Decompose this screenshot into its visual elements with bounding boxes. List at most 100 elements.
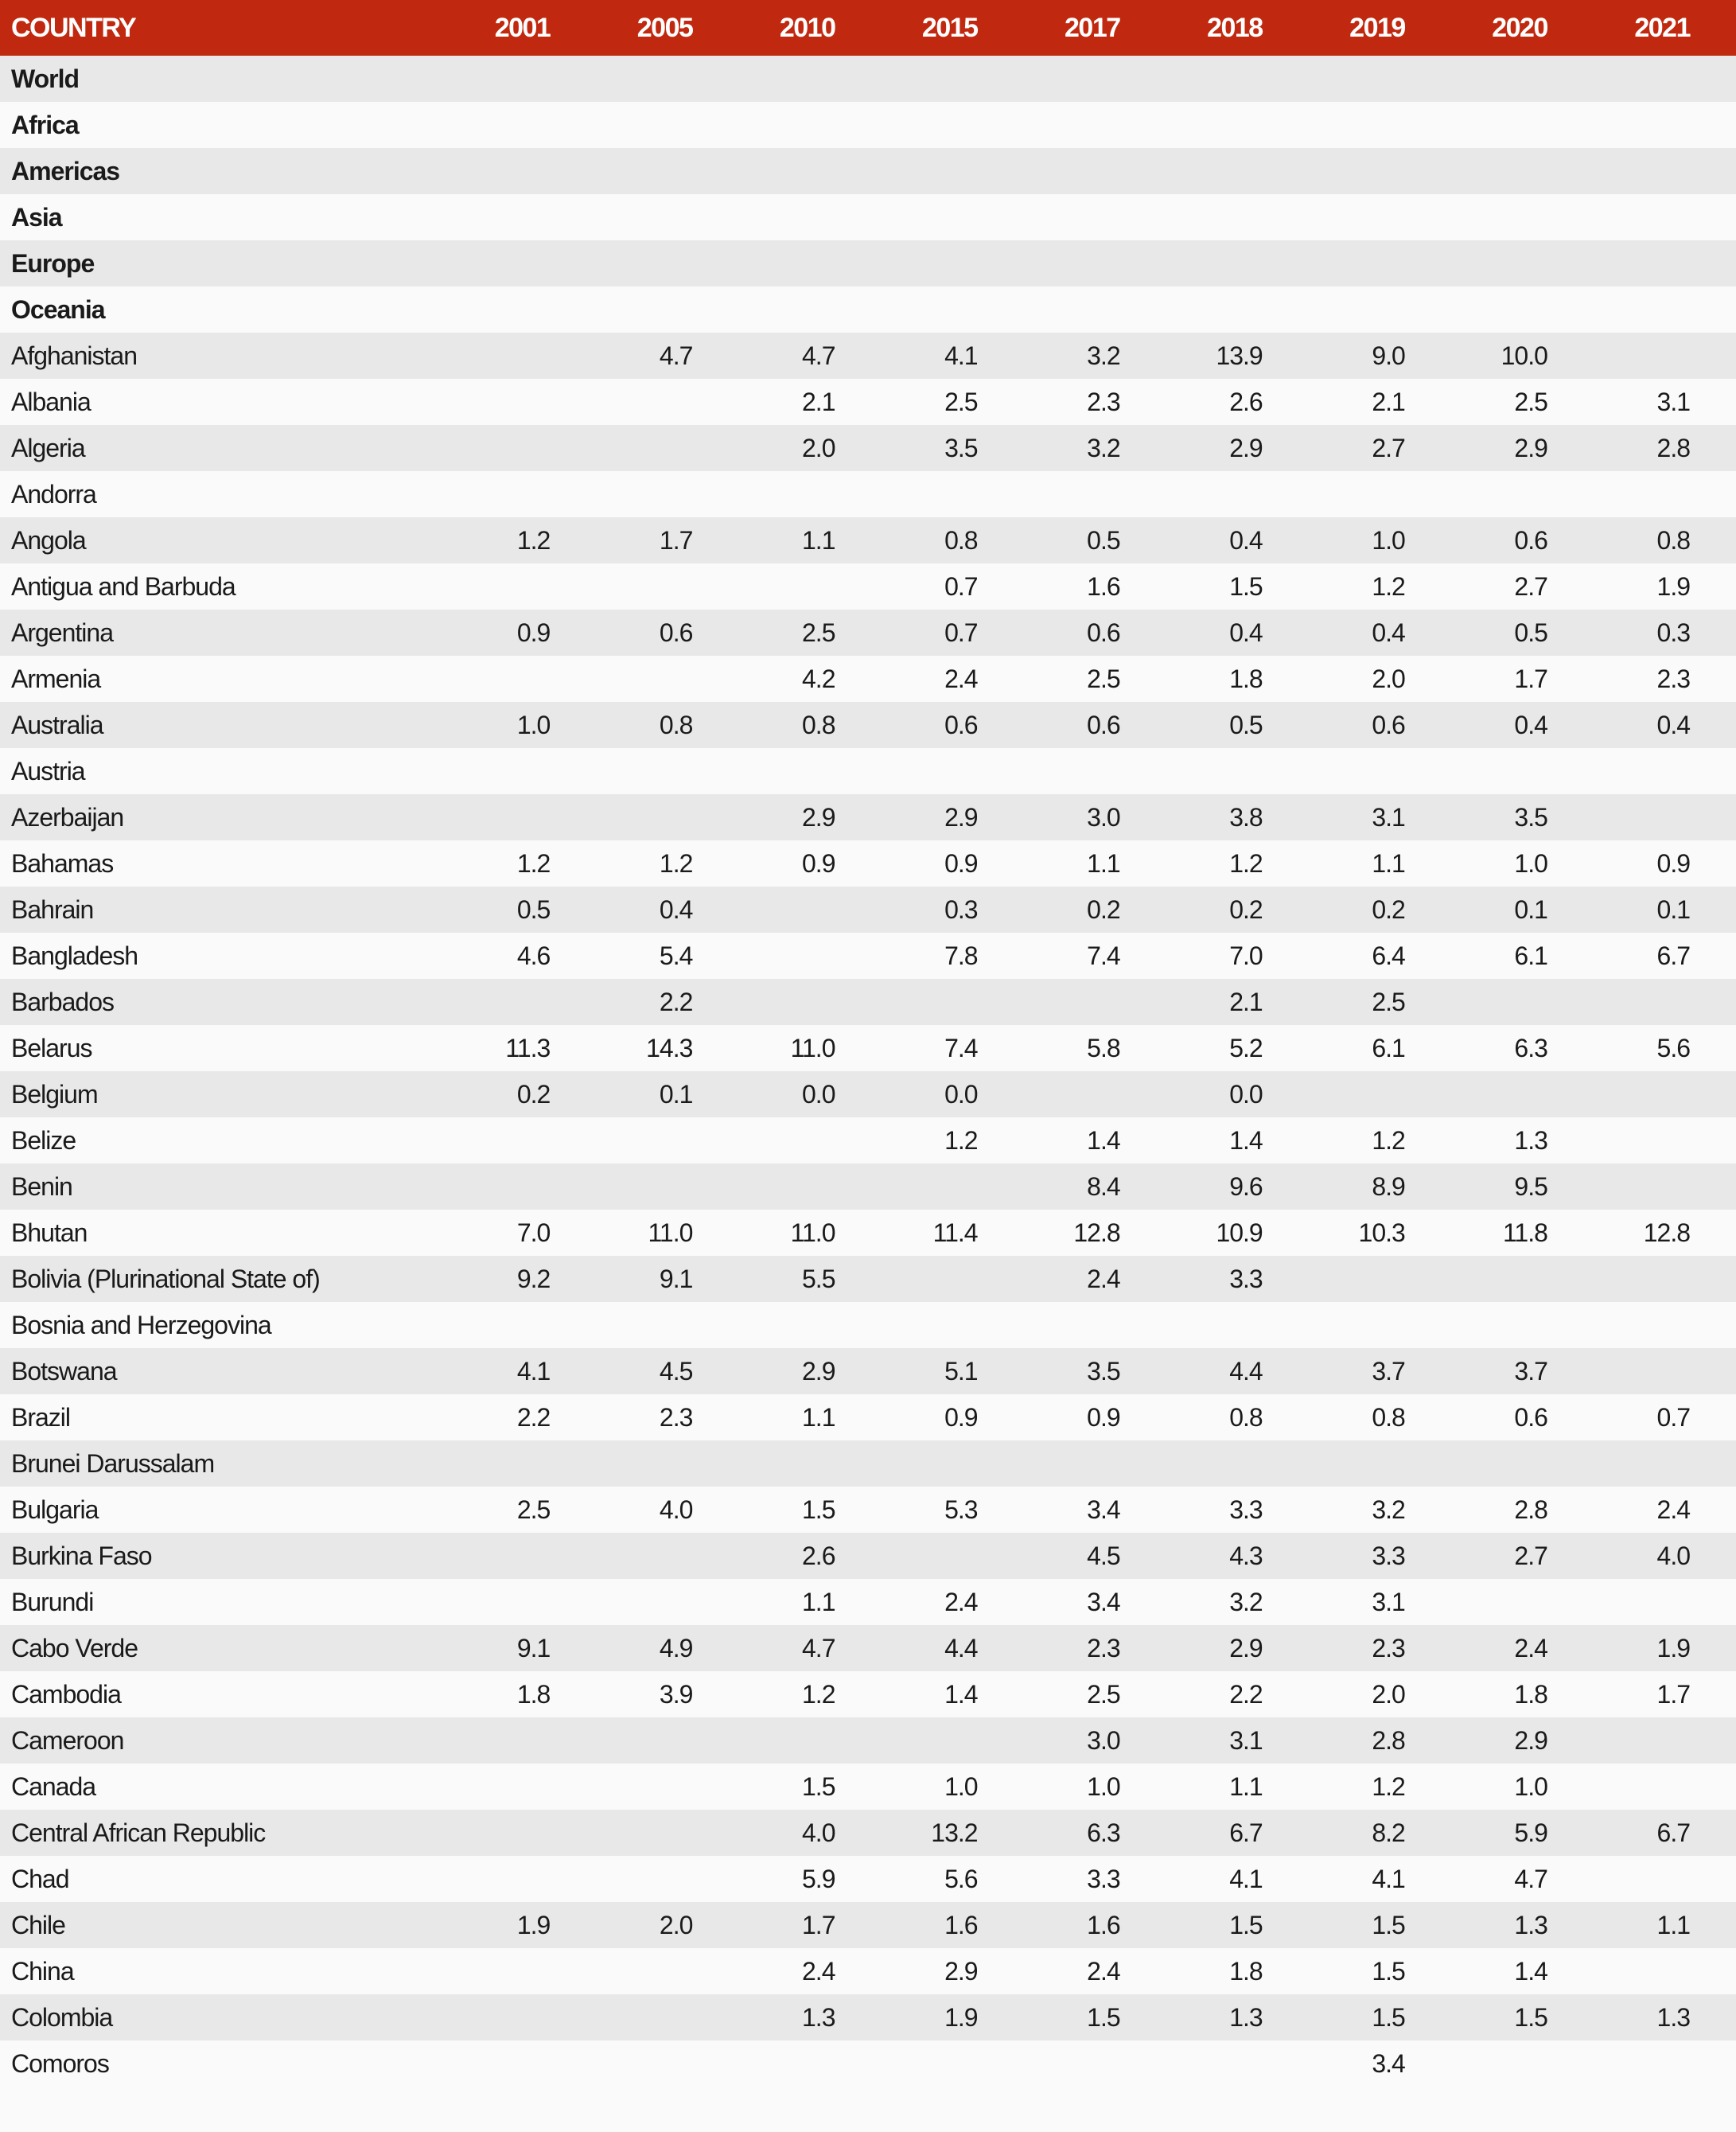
value-cell: 1.9 bbox=[1656, 571, 1691, 601]
value-cell: 7.0 bbox=[1229, 941, 1263, 970]
value-cell: 5.6 bbox=[944, 1864, 978, 1893]
value-cell: 2.9 bbox=[1514, 433, 1547, 462]
value-cell: 2.0 bbox=[1372, 1679, 1405, 1709]
value-cell: 1.4 bbox=[1229, 1125, 1263, 1155]
country-name: Americas bbox=[11, 156, 120, 185]
value-cell: 0.6 bbox=[1514, 525, 1547, 555]
table-row: Canada 1.5 1.0 1.0 1.1 1.2 1.0 bbox=[0, 1764, 1736, 1810]
value-cell: 3.5 bbox=[1087, 1356, 1120, 1386]
value-cell: 4.0 bbox=[659, 1495, 693, 1524]
table-row: Belarus 11.3 14.3 11.0 7.4 5.8 5.2 6.1 6.3 5.6 bbox=[0, 1025, 1736, 1071]
value-cell: 1.2 bbox=[516, 848, 551, 878]
value-cell bbox=[596, 1764, 738, 1810]
value-cell bbox=[596, 425, 738, 471]
table-row: Angola 1.2 1.7 1.1 0.8 0.5 0.4 1.0 0.6 0.8 bbox=[0, 517, 1736, 563]
value-cell bbox=[738, 563, 881, 610]
value-cell bbox=[1594, 748, 1736, 794]
value-cell bbox=[1594, 979, 1736, 1025]
value-cell bbox=[738, 748, 881, 794]
value-cell: 1.3 bbox=[1514, 1910, 1547, 1939]
value-cell: 7.4 bbox=[1087, 941, 1120, 970]
value-cell: 1.0 bbox=[1514, 848, 1547, 878]
table-row: Argentina 0.9 0.6 2.5 0.7 0.6 0.4 0.4 0.5 0.3 bbox=[0, 610, 1736, 656]
value-cell: 6.7 bbox=[1656, 941, 1691, 970]
value-cell bbox=[453, 1579, 596, 1625]
value-cell: 2.4 bbox=[1514, 1633, 1547, 1662]
value-cell bbox=[1451, 56, 1594, 102]
value-cell: 1.7 bbox=[1656, 1679, 1691, 1709]
value-cell bbox=[1166, 56, 1309, 102]
value-cell bbox=[881, 1256, 1023, 1302]
value-cell bbox=[1024, 194, 1166, 240]
value-cell: 3.8 bbox=[1229, 802, 1263, 832]
value-cell bbox=[738, 1717, 881, 1764]
country-name: Cameroon bbox=[11, 1725, 124, 1755]
value-cell: 2.3 bbox=[1087, 1633, 1120, 1662]
column-header-year: 2001 bbox=[494, 12, 551, 43]
region-row: Americas bbox=[0, 148, 1736, 194]
column-header-year: 2021 bbox=[1634, 12, 1691, 43]
value-cell: 2.1 bbox=[1372, 387, 1405, 416]
value-cell: 0.5 bbox=[1087, 525, 1120, 555]
value-cell bbox=[1451, 1302, 1594, 1348]
value-cell: 2.9 bbox=[1514, 1725, 1547, 1755]
value-cell bbox=[453, 1994, 596, 2040]
table-row: Andorra bbox=[0, 471, 1736, 517]
country-name: Antigua and Barbuda bbox=[11, 571, 236, 601]
value-cell: 2.9 bbox=[1229, 433, 1263, 462]
value-cell: 1.5 bbox=[1229, 1910, 1263, 1939]
value-cell: 4.3 bbox=[1229, 1541, 1263, 1570]
value-cell: 4.1 bbox=[516, 1356, 551, 1386]
table-row: Bolivia (Plurinational State of) 9.2 9.1 5.… bbox=[0, 1256, 1736, 1302]
value-cell bbox=[1024, 1440, 1166, 1487]
value-cell: 0.1 bbox=[1514, 895, 1547, 924]
country-name: Belarus bbox=[11, 1033, 93, 1062]
value-cell bbox=[881, 748, 1023, 794]
value-cell: 0.8 bbox=[1229, 1402, 1263, 1432]
value-cell: 1.6 bbox=[944, 1910, 978, 1939]
value-cell: 2.5 bbox=[1372, 987, 1405, 1016]
value-cell bbox=[453, 425, 596, 471]
value-cell bbox=[1451, 979, 1594, 1025]
value-cell: 1.5 bbox=[1372, 1956, 1405, 1986]
value-cell bbox=[596, 1856, 738, 1902]
value-cell: 11.0 bbox=[790, 1033, 836, 1062]
value-cell: 1.5 bbox=[1372, 1910, 1405, 1939]
value-cell: 1.5 bbox=[802, 1495, 835, 1524]
column-header-year: 2018 bbox=[1207, 12, 1263, 43]
value-cell: 9.2 bbox=[516, 1264, 551, 1293]
value-cell: 2.2 bbox=[516, 1402, 551, 1432]
value-cell bbox=[1024, 240, 1166, 286]
value-cell bbox=[453, 2040, 596, 2087]
value-cell: 0.4 bbox=[659, 895, 693, 924]
region-row: Oceania bbox=[0, 286, 1736, 333]
value-cell: 6.3 bbox=[1087, 1818, 1120, 1847]
table-row: Comoros 3.4 bbox=[0, 2040, 1736, 2087]
value-cell bbox=[1309, 471, 1451, 517]
value-cell bbox=[881, 1163, 1023, 1210]
value-cell: 1.9 bbox=[944, 2002, 978, 2032]
value-cell: 2.6 bbox=[1229, 387, 1263, 416]
value-cell bbox=[738, 102, 881, 148]
value-cell bbox=[1166, 748, 1309, 794]
value-cell bbox=[1309, 194, 1451, 240]
value-cell bbox=[596, 1302, 738, 1348]
value-cell bbox=[453, 1533, 596, 1579]
value-cell: 2.1 bbox=[1229, 987, 1263, 1016]
value-cell bbox=[1594, 1163, 1736, 1210]
value-cell: 2.3 bbox=[659, 1402, 693, 1432]
value-cell: 0.7 bbox=[944, 618, 978, 647]
value-cell bbox=[881, 471, 1023, 517]
value-cell: 2.2 bbox=[659, 987, 693, 1016]
value-cell bbox=[596, 1579, 738, 1625]
value-cell: 1.8 bbox=[516, 1679, 551, 1709]
country-name: Belgium bbox=[11, 1079, 99, 1109]
value-cell: 0.3 bbox=[1656, 618, 1691, 647]
value-cell bbox=[453, 563, 596, 610]
value-cell bbox=[738, 471, 881, 517]
value-cell: 0.5 bbox=[516, 895, 551, 924]
value-cell: 2.0 bbox=[659, 1910, 693, 1939]
value-cell bbox=[1594, 794, 1736, 840]
country-name: Bangladesh bbox=[11, 941, 138, 970]
value-cell bbox=[1024, 1302, 1166, 1348]
